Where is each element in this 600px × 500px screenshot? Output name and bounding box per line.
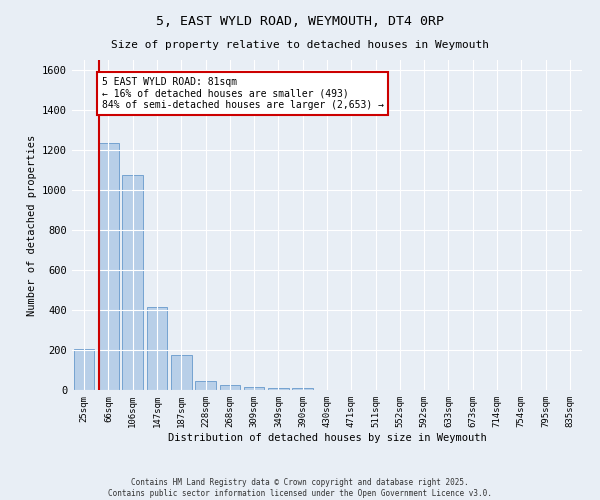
Bar	[74, 349, 94, 390]
Text: 5 EAST WYLD ROAD: 81sqm
← 16% of detached houses are smaller (493)
84% of semi-d: 5 EAST WYLD ROAD: 81sqm ← 16% of detache…	[101, 77, 383, 110]
Bar	[98, 143, 119, 390]
X-axis label: Distribution of detached houses by size in Weymouth: Distribution of detached houses by size …	[167, 432, 487, 442]
Text: Size of property relative to detached houses in Weymouth: Size of property relative to detached ho…	[111, 40, 489, 50]
Y-axis label: Number of detached properties: Number of detached properties	[26, 134, 37, 316]
Bar	[220, 385, 240, 390]
Bar	[244, 388, 265, 390]
Bar	[122, 175, 143, 390]
Bar	[268, 388, 289, 390]
Text: Contains HM Land Registry data © Crown copyright and database right 2025.
Contai: Contains HM Land Registry data © Crown c…	[108, 478, 492, 498]
Bar	[171, 355, 191, 390]
Bar	[292, 388, 313, 390]
Bar	[146, 307, 167, 390]
Bar	[195, 380, 216, 390]
Text: 5, EAST WYLD ROAD, WEYMOUTH, DT4 0RP: 5, EAST WYLD ROAD, WEYMOUTH, DT4 0RP	[156, 15, 444, 28]
